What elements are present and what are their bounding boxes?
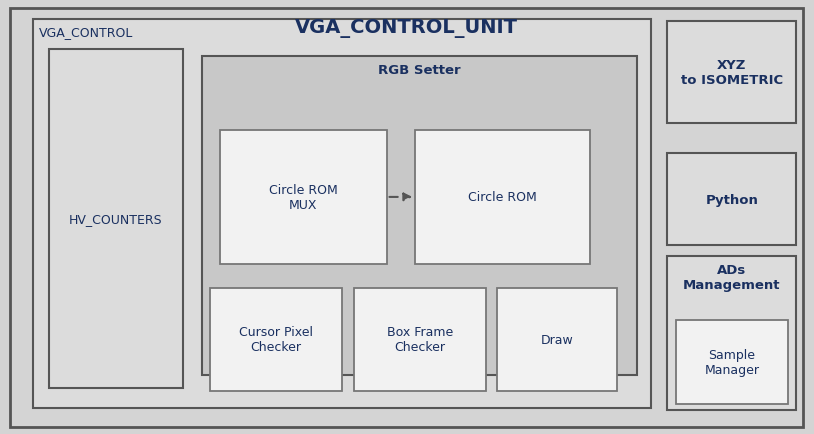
Text: XYZ
to ISOMETRIC: XYZ to ISOMETRIC [681, 59, 783, 87]
Bar [667, 256, 796, 410]
Bar [497, 289, 617, 391]
Text: Cursor Pixel
Checker: Cursor Pixel Checker [239, 326, 313, 354]
Bar [667, 154, 796, 245]
Bar [220, 130, 387, 265]
Bar [33, 20, 651, 408]
Bar [202, 56, 637, 375]
Bar [49, 50, 183, 388]
Text: ADs
Management: ADs Management [683, 264, 781, 292]
Text: HV_COUNTERS: HV_COUNTERS [69, 213, 163, 226]
Bar [210, 289, 342, 391]
Bar [354, 289, 486, 391]
Bar [676, 320, 788, 404]
Text: Circle ROM: Circle ROM [468, 191, 537, 204]
Text: Python: Python [706, 193, 758, 206]
Text: Circle ROM
MUX: Circle ROM MUX [269, 184, 338, 211]
Text: Draw: Draw [540, 333, 573, 346]
Text: VGA_CONTROL: VGA_CONTROL [39, 26, 133, 39]
Text: RGB Setter: RGB Setter [379, 64, 461, 77]
Bar [667, 22, 796, 124]
Text: VGA_CONTROL_UNIT: VGA_CONTROL_UNIT [295, 19, 518, 38]
Text: Sample
Manager: Sample Manager [704, 348, 759, 376]
Bar [415, 130, 590, 265]
Text: Box Frame
Checker: Box Frame Checker [387, 326, 453, 354]
